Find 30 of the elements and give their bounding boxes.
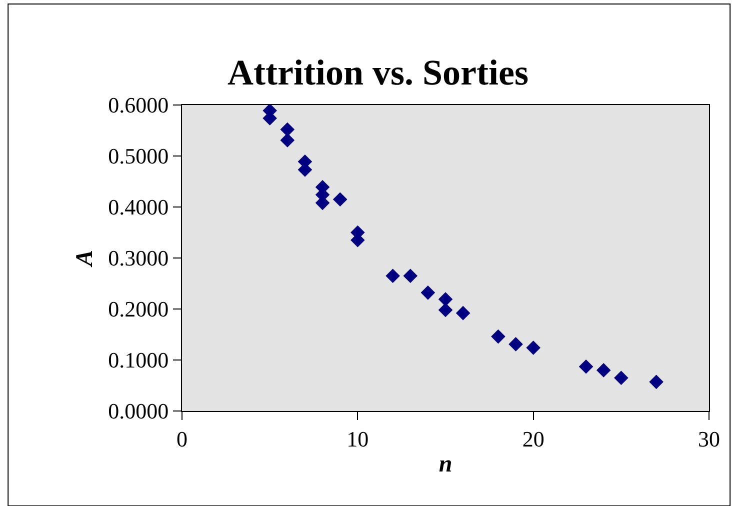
point	[578, 359, 594, 374]
point	[526, 340, 540, 355]
point	[456, 306, 470, 320]
point	[438, 292, 453, 306]
point	[596, 363, 611, 378]
point	[649, 374, 664, 390]
y-tick-label: 0.3000	[108, 246, 169, 271]
point	[491, 329, 506, 344]
y-tick-label: 0.0000	[108, 398, 169, 424]
y-axis-title: A	[72, 250, 98, 268]
x-tick-label: 20	[522, 426, 544, 452]
point	[280, 122, 295, 137]
point	[386, 268, 400, 283]
point	[614, 370, 628, 385]
point	[280, 133, 295, 148]
point	[332, 192, 348, 206]
y-tick-label: 0.6000	[108, 92, 169, 118]
chart-title: Attrition vs. Sorties	[228, 52, 529, 92]
y-tick-label: 0.2000	[108, 296, 169, 322]
point	[438, 302, 453, 318]
y-tick-label: 0.5000	[108, 144, 169, 169]
x-tick-label: 0	[176, 426, 188, 452]
y-tick-label: 0.4000	[108, 194, 169, 220]
x-axis-title: n	[438, 452, 452, 478]
point	[420, 286, 436, 300]
point	[508, 337, 523, 352]
x-tick-label: 30	[698, 426, 720, 452]
y-tick-label: 0.1000	[108, 348, 169, 373]
x-tick-label: 10	[346, 426, 369, 452]
point	[403, 268, 418, 283]
